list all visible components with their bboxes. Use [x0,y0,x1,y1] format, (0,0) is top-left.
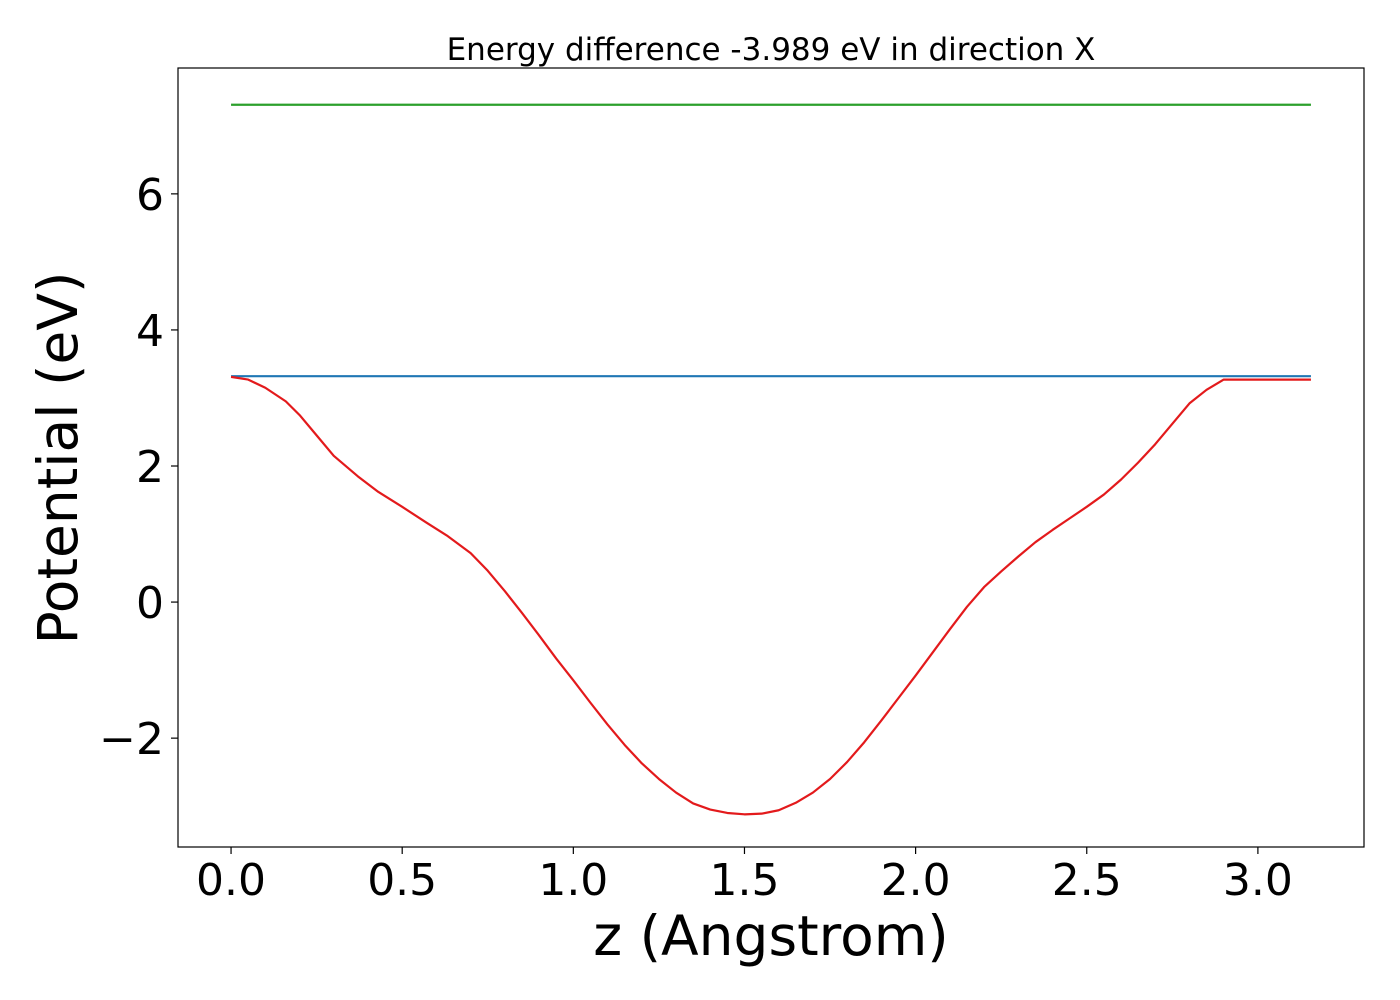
chart-title: Energy difference -3.989 eV in direction… [447,32,1096,68]
x-tick-label: 1.0 [538,855,608,906]
y-tick-label: 6 [136,170,164,221]
x-tick-label: 3.0 [1223,855,1293,906]
x-tick-label: 1.5 [709,855,779,906]
x-axis-ticks: 0.0 0.5 1.0 1.5 2.0 2.5 3.0 [196,847,1293,906]
x-tick-label: 0.0 [196,855,266,906]
plot-area: 0.0 0.5 1.0 1.5 2.0 2.5 3.0 −2 0 2 4 6 [99,67,1365,906]
y-tick-label: −2 [99,714,164,765]
series-layer [230,103,1311,816]
y-tick-label: 2 [136,442,164,493]
axes-frame [177,67,1365,848]
y-tick-label: 4 [136,306,164,357]
y-axis-ticks: −2 0 2 4 6 [99,170,178,765]
y-tick-label: 0 [136,578,164,629]
x-tick-label: 0.5 [367,855,437,906]
x-tick-label: 2.5 [1052,855,1122,906]
series-line-potential [230,375,1311,816]
y-axis-label: Potential (eV) [26,272,90,645]
x-axis-label: z (Angstrom) [593,904,949,968]
x-tick-label: 2.0 [881,855,951,906]
